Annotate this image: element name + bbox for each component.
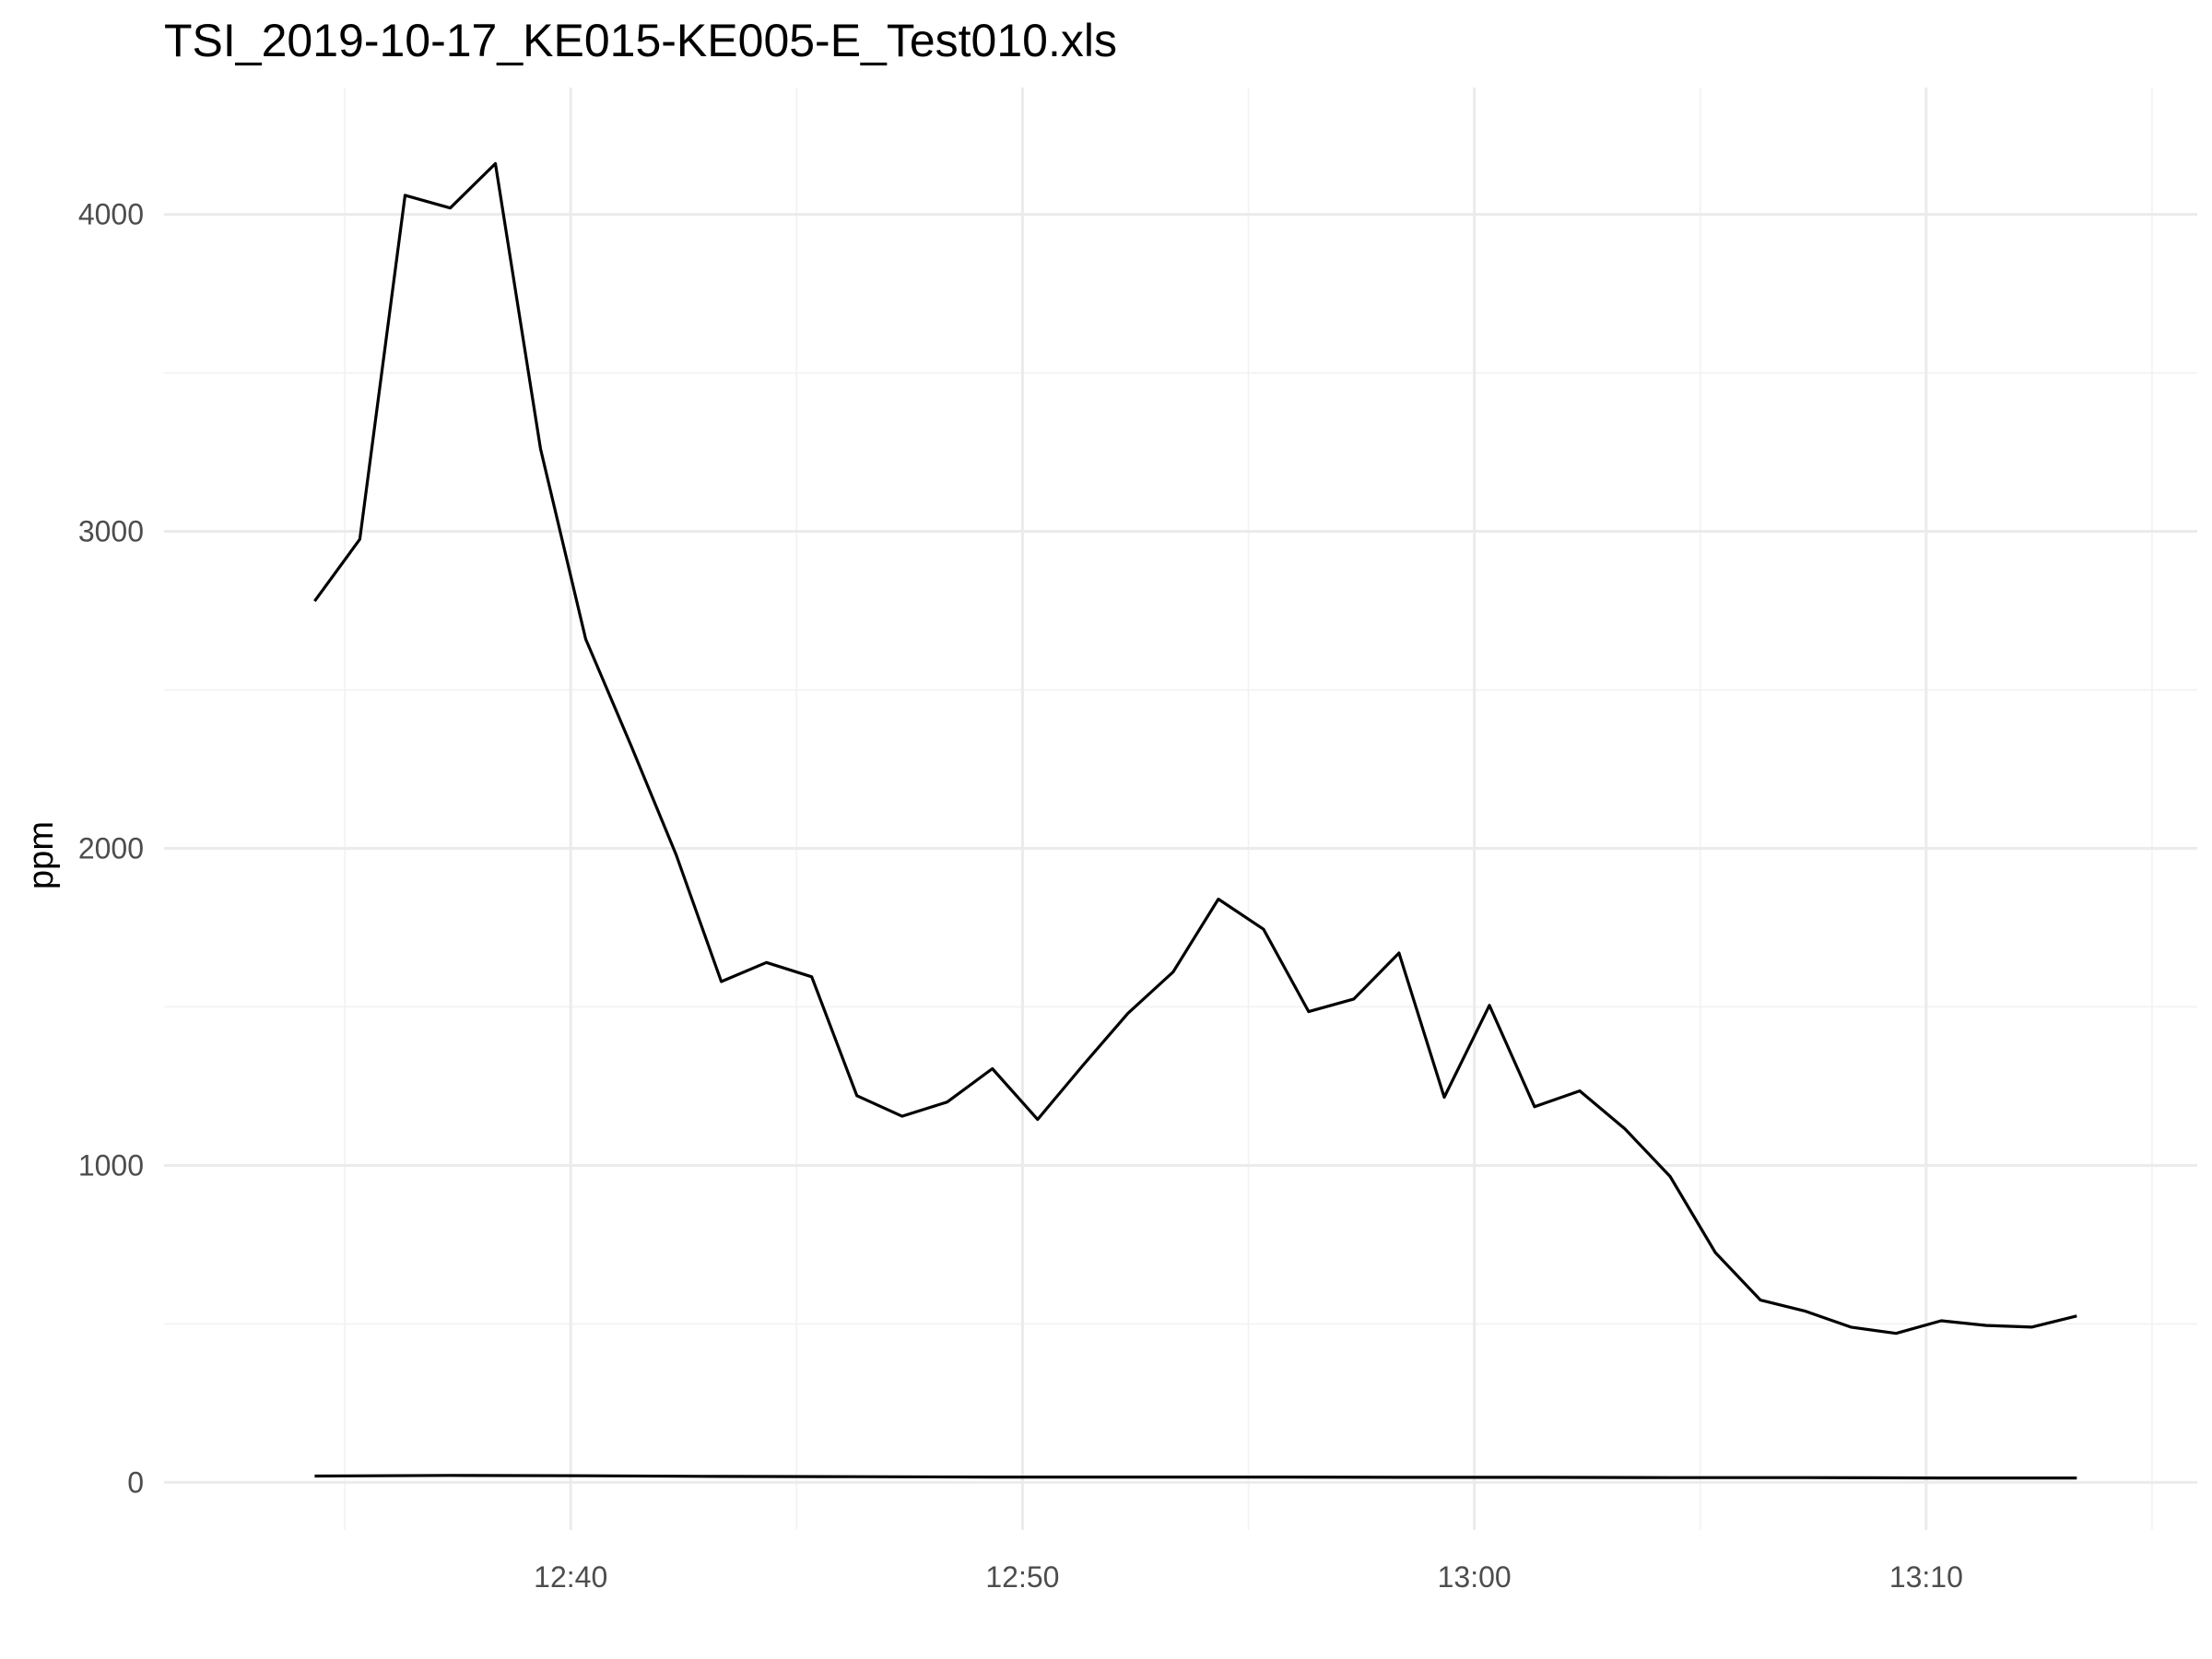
y-axis-label: ppm bbox=[22, 821, 61, 889]
x-tick-label: 12:40 bbox=[534, 1560, 607, 1594]
y-tick-label: 1000 bbox=[78, 1148, 144, 1182]
y-tick-label: 4000 bbox=[78, 198, 144, 231]
chart-title: TSI_2019-10-17_KE015-KE005-E_Test010.xls bbox=[164, 15, 1117, 66]
x-tick-labels: 12:40 12:50 13:00 13:10 bbox=[534, 1560, 1963, 1594]
y-tick-label: 0 bbox=[127, 1465, 144, 1499]
series-line-2 bbox=[314, 1474, 2077, 1480]
y-tick-label: 3000 bbox=[78, 515, 144, 548]
x-tick-label: 12:50 bbox=[985, 1560, 1059, 1594]
x-tick-label: 13:00 bbox=[1438, 1560, 1512, 1594]
major-gridlines bbox=[164, 88, 2197, 1530]
y-tick-label: 2000 bbox=[78, 831, 144, 865]
series-line-1 bbox=[313, 161, 2077, 1335]
series-layer bbox=[313, 161, 2077, 1480]
y-tick-labels: 0 1000 2000 3000 4000 bbox=[78, 198, 144, 1500]
minor-gridlines bbox=[164, 88, 2197, 1530]
x-tick-label: 13:10 bbox=[1889, 1560, 1963, 1594]
